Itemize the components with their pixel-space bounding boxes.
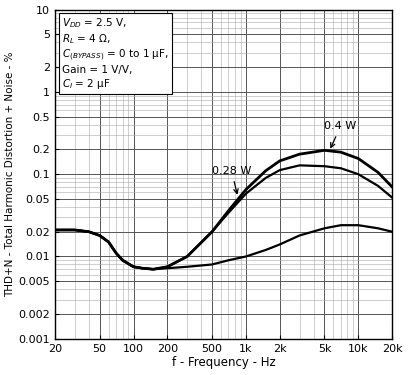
X-axis label: f - Frequency - Hz: f - Frequency - Hz bbox=[172, 357, 275, 369]
Text: 0.4 W: 0.4 W bbox=[324, 122, 357, 147]
Y-axis label: THD+N - Total Harmonic Distortion + Noise - %: THD+N - Total Harmonic Distortion + Nois… bbox=[6, 51, 16, 297]
Text: $V_{DD}$ = 2.5 V,
$R_L$ = 4 Ω,
$C_{(BYPASS)}$ = 0 to 1 μF,
Gain = 1 V/V,
$C_I$ =: $V_{DD}$ = 2.5 V, $R_L$ = 4 Ω, $C_{(BYPA… bbox=[62, 16, 169, 91]
Text: 0.28 W: 0.28 W bbox=[212, 166, 251, 194]
